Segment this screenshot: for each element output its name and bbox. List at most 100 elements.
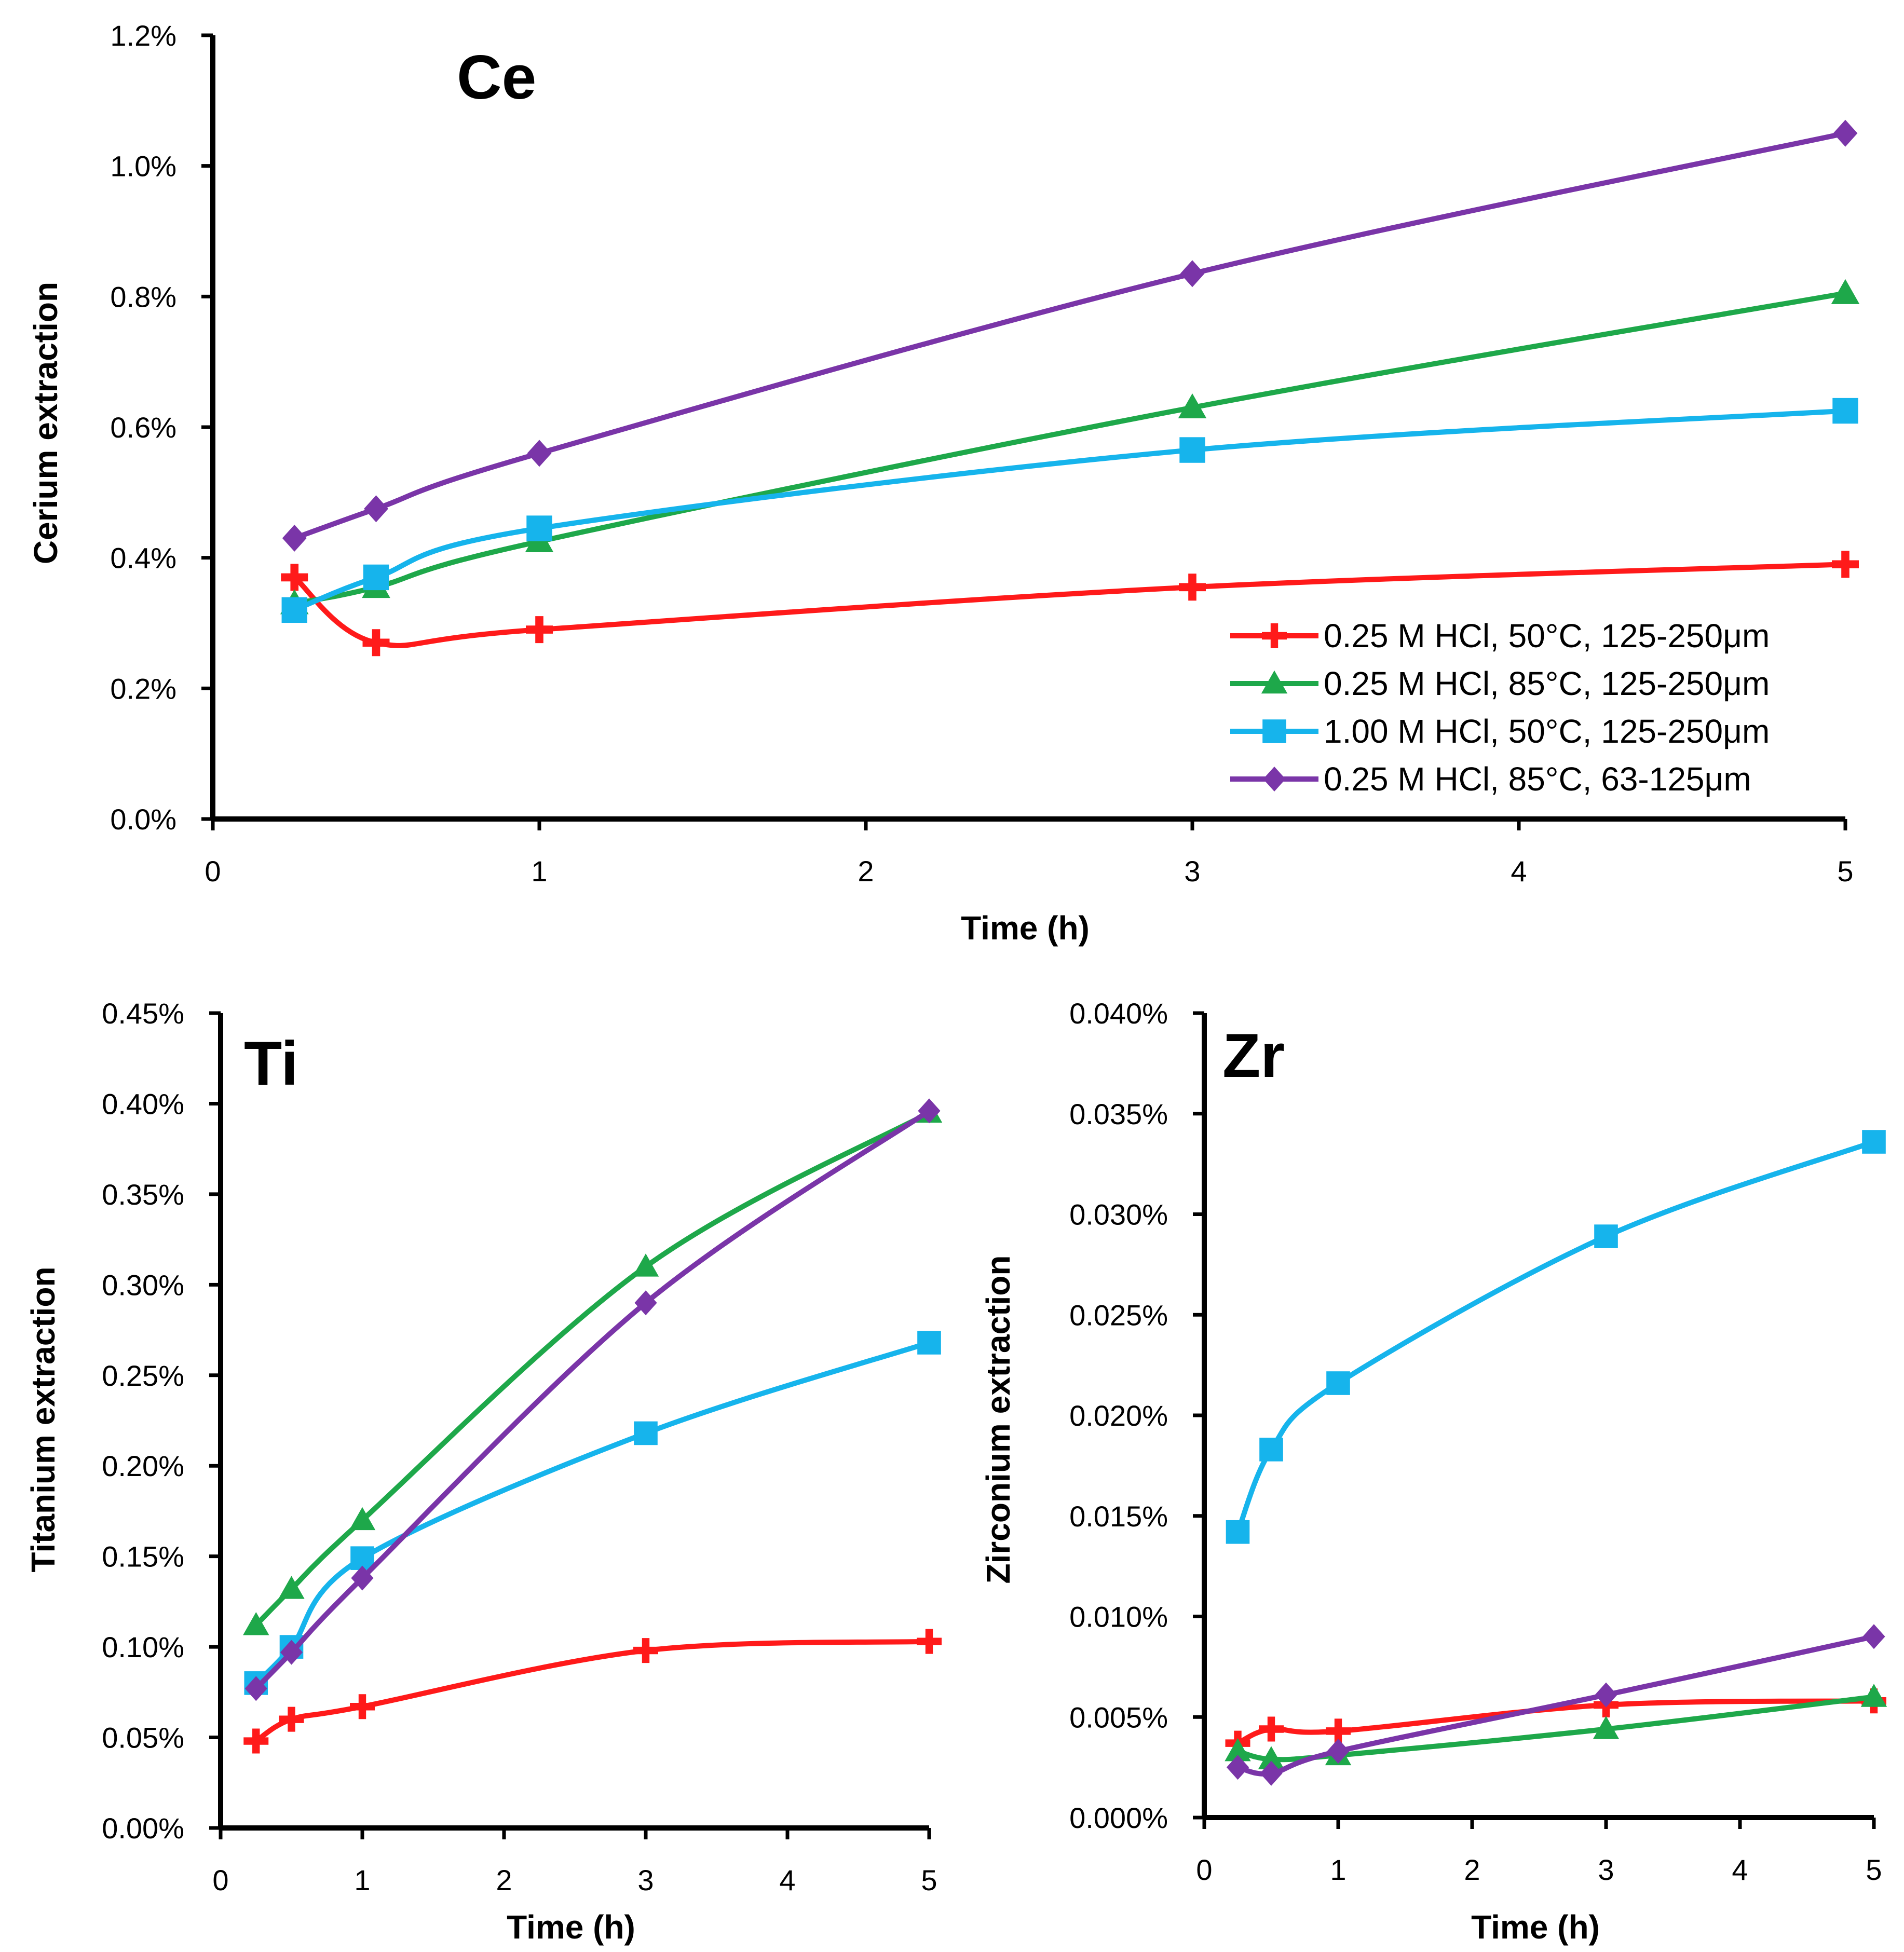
data-point (1225, 1738, 1251, 1762)
x-axis-title: Time (h) (961, 909, 1090, 947)
x-tick-label: 4 (779, 1864, 795, 1896)
y-tick-label: 0.000% (1069, 1801, 1168, 1834)
data-point (1833, 119, 1858, 147)
data-point (363, 564, 389, 591)
data-point (349, 1507, 376, 1531)
data-point (281, 564, 308, 591)
data-point (1831, 279, 1860, 304)
x-tick-label: 5 (921, 1864, 937, 1896)
y-tick-label: 0.4% (110, 542, 176, 575)
x-tick-label: 3 (1184, 855, 1200, 888)
data-point (526, 616, 553, 644)
y-tick-label: 0.30% (102, 1268, 184, 1301)
axes: 0.000% 0.005% 0.010% 0.015% 0.020% 0.025% 0.03… (1069, 997, 1882, 1886)
x-tick-label: 3 (1598, 1853, 1614, 1886)
data-point (243, 1728, 269, 1754)
data-point (1593, 1716, 1620, 1739)
series-85c-fine (282, 119, 1858, 552)
x-tick-label: 0 (205, 855, 221, 888)
x-tick-label: 0 (1196, 1853, 1212, 1886)
y-tick-label: 0.35% (102, 1178, 184, 1211)
data-point (364, 495, 388, 523)
x-axis-title: Time (h) (1471, 1908, 1600, 1946)
x-axis-title: Time (h) (507, 1908, 635, 1946)
cerium-chart: Ce Time (h) Cerium extraction 0.25 M HCl… (27, 19, 1860, 947)
y-tick-label: 0.10% (102, 1631, 184, 1663)
x-tick-label: 1 (531, 855, 547, 888)
data-point (1180, 260, 1205, 288)
y-tick-label: 0.0% (110, 803, 176, 836)
series-85c-fine (1226, 1624, 1885, 1786)
x-tick-label: 4 (1732, 1853, 1748, 1886)
data-point (278, 1576, 305, 1599)
legend-swatch (1230, 670, 1318, 694)
x-tick-label: 2 (1464, 1853, 1480, 1886)
y-tick-label: 0.6% (110, 411, 176, 444)
data-point (1595, 1682, 1617, 1708)
y-tick-label: 0.005% (1069, 1701, 1168, 1733)
chart-panel-title: Zr (1222, 1021, 1285, 1090)
data-point (1260, 1760, 1283, 1786)
series-85c-fine (244, 1098, 941, 1701)
data-point (1179, 437, 1205, 463)
data-point (1258, 1746, 1285, 1769)
axes: 0.0% 0.2% 0.4% 0.6% 0.8% 1.0% 1.2% 0 1 2 3 4 5 (110, 19, 1853, 888)
titanium-chart: Ti Time (h) Titanium extraction 0.00%0.0… (24, 997, 943, 1946)
y-tick-label: 0.00% (102, 1812, 184, 1845)
y-tick-label: 0.2% (110, 672, 176, 705)
data-point (1259, 1438, 1283, 1462)
axes: 0.00% 0.05% 0.10% 0.15% 0.20% 0.25% 0.30% 0.35%… (102, 997, 937, 1896)
y-tick-label: 0.035% (1069, 1098, 1168, 1130)
legend-swatch (1230, 623, 1318, 648)
data-point (918, 1098, 941, 1124)
data-point (351, 1565, 374, 1591)
y-tick-label: 0.20% (102, 1450, 184, 1482)
data-point (282, 524, 307, 552)
legend-item: 0.25 M HCl, 85°C, 125-250μm (1230, 665, 1770, 702)
data-point (243, 1612, 269, 1635)
data-point (527, 440, 552, 467)
data-point (350, 1694, 375, 1719)
data-point (633, 1638, 658, 1663)
data-point (526, 515, 552, 541)
legend-item: 1.00 M HCl, 50°C, 125-250μm (1230, 713, 1770, 750)
data-point (634, 1421, 658, 1445)
legend-item: 0.25 M HCl, 85°C, 63-125μm (1230, 760, 1751, 798)
y-axis-title: Titanium extraction (24, 1266, 62, 1572)
legend-label: 0.25 M HCl, 85°C, 63-125μm (1324, 760, 1751, 798)
series-1m-50c-coarse (1226, 1130, 1886, 1544)
y-tick-label: 0.8% (110, 280, 176, 313)
chart-legend: 0.25 M HCl, 50°C, 125-250μm 0.25 M HCl, … (1230, 617, 1770, 798)
data-point (1862, 1130, 1886, 1154)
series-line (292, 291, 1848, 606)
y-tick-label: 0.020% (1069, 1399, 1168, 1432)
legend-label: 0.25 M HCl, 85°C, 125-250μm (1324, 665, 1770, 702)
data-point (917, 1331, 941, 1355)
y-tick-label: 1.2% (110, 19, 176, 52)
x-tick-label: 3 (637, 1864, 654, 1896)
y-tick-label: 1.0% (110, 150, 176, 183)
series-line (292, 130, 1848, 541)
data-point (1178, 393, 1207, 419)
data-point (1832, 398, 1858, 424)
series-50c-coarse (281, 551, 1859, 657)
series-1m-50c-coarse (281, 398, 1858, 623)
legend-swatch-marker (1262, 719, 1286, 743)
x-tick-label: 2 (496, 1864, 512, 1896)
data-point (362, 629, 390, 657)
series-50c-coarse (243, 1629, 942, 1754)
data-point (632, 1253, 659, 1277)
y-tick-label: 0.040% (1069, 997, 1168, 1030)
zirconium-chart: Zr Time (h) Zirconium extraction 0.000%0… (980, 997, 1887, 1946)
data-point (1594, 1224, 1618, 1248)
data-point (1862, 1624, 1885, 1649)
x-tick-label: 5 (1837, 855, 1853, 888)
legend-swatch-marker (1261, 670, 1288, 694)
data-point (1226, 1755, 1249, 1780)
x-tick-label: 4 (1511, 855, 1527, 888)
x-tick-label: 5 (1866, 1853, 1882, 1886)
data-point (1326, 1718, 1351, 1744)
legend-swatch-marker (1262, 623, 1287, 648)
data-point (1326, 1371, 1350, 1395)
legend-label: 1.00 M HCl, 50°C, 125-250μm (1324, 713, 1770, 750)
